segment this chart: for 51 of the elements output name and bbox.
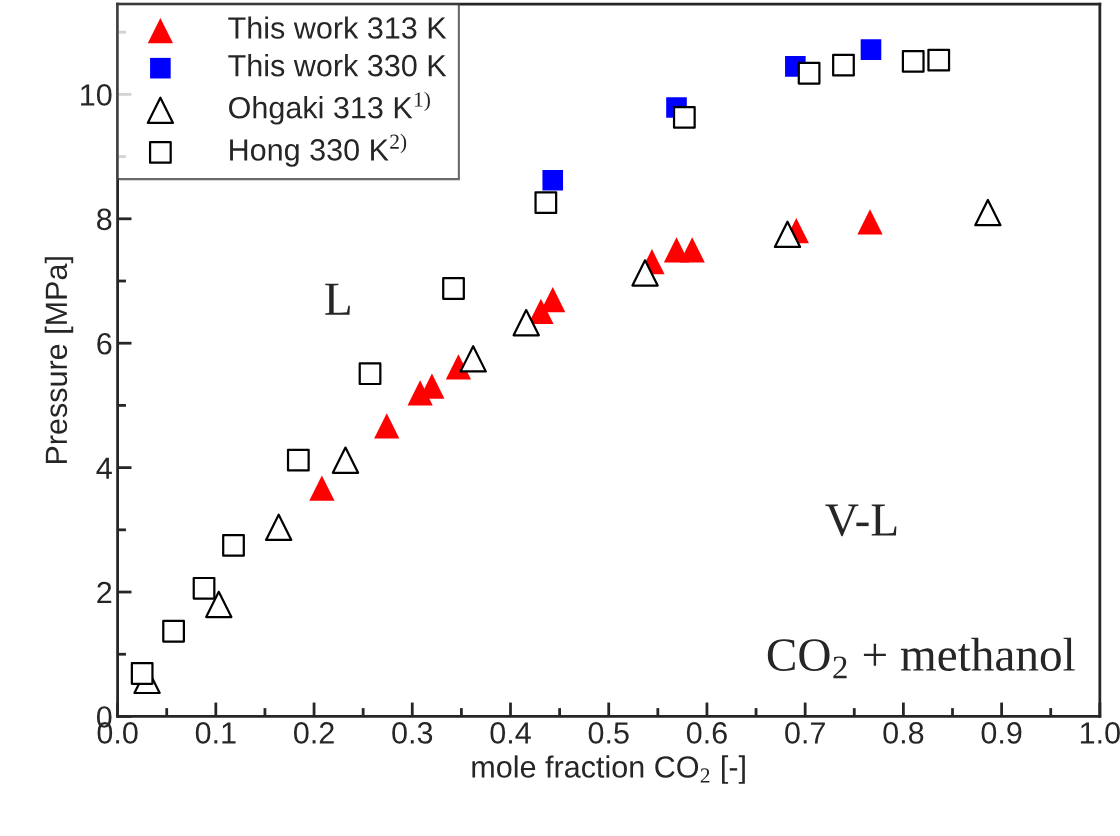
point <box>331 446 360 474</box>
point <box>797 61 821 85</box>
x-axis-title: mole fraction CO$_{2}$ [-] <box>472 755 745 784</box>
point <box>162 619 185 643</box>
y-tick-label: 8 <box>97 208 112 231</box>
point <box>222 533 245 557</box>
annotation: CO$_{2}$ + methanol <box>767 637 1075 679</box>
legend-label: Ohgaki 313 K$^{1)}$ <box>229 91 430 125</box>
point <box>130 662 154 685</box>
point <box>542 169 564 191</box>
point <box>534 191 558 215</box>
point <box>286 448 310 472</box>
point <box>192 576 216 600</box>
point <box>974 198 1002 227</box>
point <box>672 105 696 129</box>
point <box>860 39 882 60</box>
x-tick-label: 0.4 <box>490 722 531 744</box>
y-axis-title: Pressure [MPa] <box>44 257 74 464</box>
point <box>631 259 659 287</box>
y-tick-label: 4 <box>96 457 112 479</box>
x-tick-label: 0.2 <box>294 722 334 744</box>
legend-label: This work 313 K <box>228 16 447 39</box>
point <box>264 513 293 542</box>
point <box>773 220 802 249</box>
point <box>442 277 465 300</box>
point <box>512 308 540 337</box>
point <box>901 50 925 73</box>
legend-label: Hong 330 K$^{2)}$ <box>230 133 407 167</box>
point <box>205 590 233 619</box>
x-tick-label: 0.3 <box>392 722 433 744</box>
point <box>832 53 855 77</box>
annotation: L <box>325 283 350 315</box>
legend-label: This work 330 K <box>228 54 447 77</box>
point <box>358 362 382 386</box>
point <box>679 237 705 263</box>
x-tick-label: 0.5 <box>588 722 629 744</box>
x-tick-label: 1.0 <box>1080 722 1120 744</box>
point <box>374 413 400 439</box>
y-tick-label: 2 <box>97 581 112 604</box>
point <box>927 48 951 72</box>
point <box>309 475 335 501</box>
x-tick-label: 0.6 <box>686 722 727 744</box>
x-tick-label: 0.8 <box>883 722 924 744</box>
point <box>459 345 487 373</box>
x-tick-label: 0.9 <box>981 722 1022 744</box>
point <box>857 209 883 235</box>
x-tick-label: 0.7 <box>785 722 825 744</box>
annotation: V-L <box>825 504 897 537</box>
y-tick-label: 6 <box>97 332 112 355</box>
y-tick-label: 10 <box>81 84 112 106</box>
x-tick-label: 0.1 <box>195 722 236 744</box>
